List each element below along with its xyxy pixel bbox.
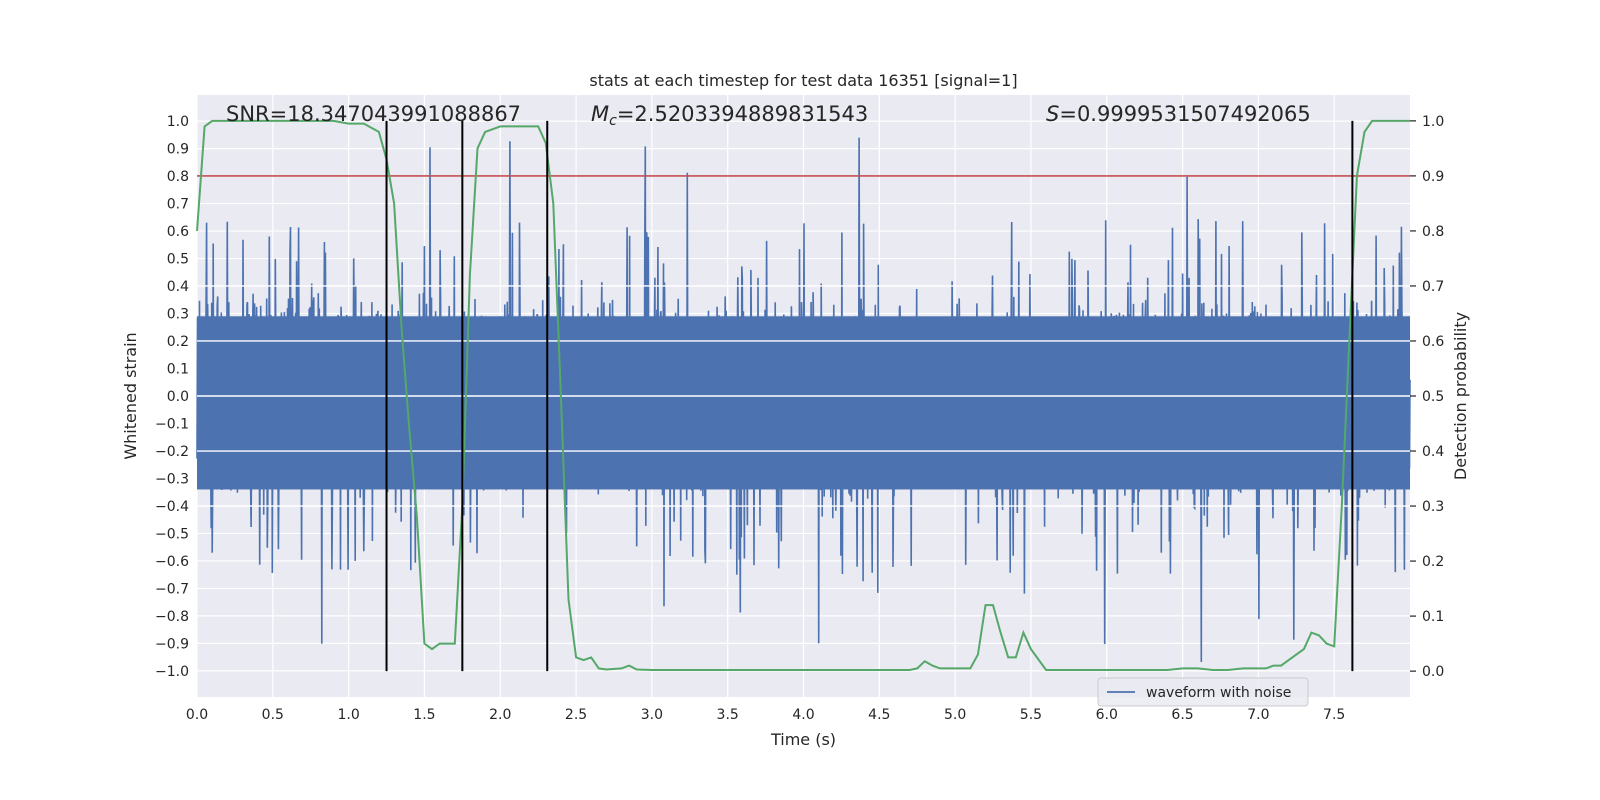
y2-tick-label: 0.8 bbox=[1422, 224, 1444, 240]
x-tick-label: 0.5 bbox=[262, 707, 284, 723]
chirp-mass-symbol: M bbox=[591, 102, 609, 126]
chirp-mass-subscript: c bbox=[609, 113, 617, 129]
y-tick-label: −0.5 bbox=[155, 526, 189, 542]
x-tick-label: 2.5 bbox=[565, 707, 587, 723]
score-symbol: S bbox=[1046, 102, 1059, 126]
y-tick-label: −1.0 bbox=[155, 664, 189, 680]
y-tick-label: 0.0 bbox=[167, 389, 189, 405]
x-tick-label: 4.5 bbox=[868, 707, 890, 723]
vertical-markers bbox=[385, 120, 1354, 672]
y2-tick-label: 0.9 bbox=[1422, 169, 1444, 185]
y-tick-label: −0.4 bbox=[155, 499, 189, 515]
x-tick-label: 1.0 bbox=[337, 707, 359, 723]
y2-tick-label: 0.5 bbox=[1422, 389, 1444, 405]
x-tick-label: 5.5 bbox=[1020, 707, 1042, 723]
y2-tick-label: 0.1 bbox=[1422, 609, 1444, 625]
chart-title: stats at each timestep for test data 163… bbox=[589, 71, 1017, 90]
y-axis-label: Whitened strain bbox=[121, 332, 140, 459]
x-tick-label: 1.5 bbox=[413, 707, 435, 723]
y-tick-label: −0.2 bbox=[155, 444, 189, 460]
y-tick-label: 0.4 bbox=[167, 279, 189, 295]
chirp-mass-annotation: Mc=2.5203394889831543 bbox=[591, 102, 868, 129]
x-tick-label: 4.0 bbox=[792, 707, 814, 723]
y-tick-label: −0.6 bbox=[155, 554, 189, 570]
y-tick-label: 0.9 bbox=[167, 142, 189, 158]
y2-tick-label: 0.3 bbox=[1422, 499, 1444, 515]
y-tick-label: 0.5 bbox=[167, 252, 189, 268]
y-tick-label: −0.9 bbox=[155, 636, 189, 652]
y-tick-label: −0.8 bbox=[155, 609, 189, 625]
y-tick-label: −0.3 bbox=[155, 471, 189, 487]
legend-label: waveform with noise bbox=[1146, 685, 1291, 701]
y2-tick-label: 1.0 bbox=[1422, 114, 1444, 130]
score-value: =0.9999531507492065 bbox=[1059, 102, 1310, 126]
legend-box bbox=[1097, 677, 1309, 707]
y2-tick-label: 0.0 bbox=[1422, 664, 1444, 680]
x-tick-label: 6.5 bbox=[1171, 707, 1193, 723]
waveform-core-band bbox=[197, 316, 1410, 490]
y-tick-label: 0.6 bbox=[167, 224, 189, 240]
y2-tick-label: 0.6 bbox=[1422, 334, 1444, 350]
score-annotation: S=0.9999531507492065 bbox=[1046, 102, 1311, 126]
y-tick-label: 0.2 bbox=[167, 334, 189, 350]
y-tick-label: 0.7 bbox=[167, 197, 189, 213]
x-tick-label: 3.5 bbox=[717, 707, 739, 723]
x-tick-label: 0.0 bbox=[186, 707, 208, 723]
x-tick-label: 3.0 bbox=[641, 707, 663, 723]
legend: waveform with noise bbox=[1097, 677, 1309, 707]
chirp-mass-value: =2.5203394889831543 bbox=[617, 102, 868, 126]
x-axis-ticks: 0.0 0.5 1.0 1.5 2.0 2.5 3.0 3.5 4.0 4.5 5.0 5.5 6.0 6… bbox=[186, 707, 1345, 723]
y-tick-label: 0.3 bbox=[167, 307, 189, 323]
x-tick-label: 5.0 bbox=[944, 707, 966, 723]
x-tick-label: 2.0 bbox=[489, 707, 511, 723]
y2-axis-label: Detection probability bbox=[1451, 312, 1470, 480]
y-tick-label: 0.1 bbox=[167, 362, 189, 378]
waveform-series bbox=[196, 137, 1411, 663]
y-axis-ticks: 1.0 0.9 0.8 0.7 0.6 0.5 0.4 0.3 0.2 0.1 0.0 −0.1 −0.… bbox=[155, 114, 189, 680]
snr-annotation: SNR=18.347043991088867 bbox=[226, 102, 521, 126]
y-tick-label: 0.8 bbox=[167, 169, 189, 185]
y2-axis-ticks: 1.0 0.9 0.8 0.7 0.6 0.5 0.4 0.3 0.2 0.1 0.0 bbox=[1410, 114, 1444, 680]
probability-line bbox=[196, 119, 1410, 671]
y2-tick-label: 0.4 bbox=[1422, 444, 1444, 460]
y-tick-label: −0.1 bbox=[155, 416, 189, 432]
probability-series bbox=[196, 119, 1410, 671]
x-tick-label: 7.5 bbox=[1323, 707, 1345, 723]
x-tick-label: 7.0 bbox=[1247, 707, 1269, 723]
y2-tick-label: 0.2 bbox=[1422, 554, 1444, 570]
y-tick-label: −0.7 bbox=[155, 581, 189, 597]
y2-tick-label: 0.7 bbox=[1422, 279, 1444, 295]
x-axis-label: Time (s) bbox=[770, 730, 836, 749]
y-tick-label: 1.0 bbox=[167, 114, 189, 130]
x-tick-label: 6.0 bbox=[1096, 707, 1118, 723]
